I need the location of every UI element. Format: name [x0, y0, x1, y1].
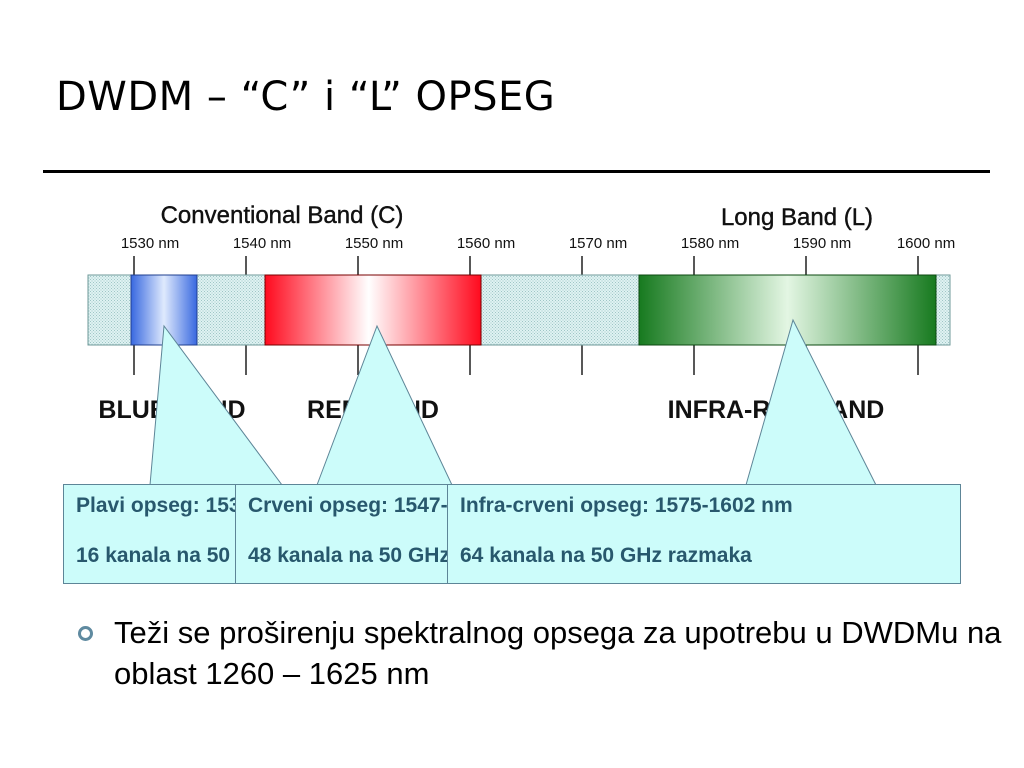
tick-label: 1560 nm [457, 235, 515, 252]
callout-pointer-blue [149, 324, 283, 486]
slide-title: DWDM – “C” i “L” OPSEG [56, 74, 556, 120]
tick-label: 1550 nm [345, 235, 403, 252]
tick-labels: 1530 nm 1540 nm 1550 nm 1560 nm 1570 nm … [121, 235, 955, 252]
tick-label: 1570 nm [569, 235, 627, 252]
callout-infrared-band: Infra-crveni opseg: 1575-1602 nm 64 kana… [447, 484, 961, 584]
bullet-circle-icon [78, 626, 93, 641]
tick-label: 1590 nm [793, 235, 851, 252]
bullet-text: Teži se proširenju spektralnog opsega za… [114, 615, 1002, 691]
band-c-title: Conventional Band (C) [161, 202, 404, 229]
tick-label: 1600 nm [897, 235, 955, 252]
band-l-title: Long Band (L) [721, 204, 873, 231]
bullet-list: Teži se proširenju spektralnog opsega za… [78, 612, 1024, 694]
callout-channels: 64 kanala na 50 GHz razmaka [460, 544, 752, 567]
tick-label: 1540 nm [233, 235, 291, 252]
red-band-fill [264, 274, 482, 346]
infrared-band-fill [638, 274, 937, 346]
tick-label: 1530 nm [121, 235, 179, 252]
bullet-item: Teži se proširenju spektralnog opsega za… [78, 612, 1024, 694]
title-divider [43, 170, 990, 173]
callout-range: Infra-crveni opseg: 1575-1602 nm [460, 494, 793, 517]
tick-label: 1580 nm [681, 235, 739, 252]
